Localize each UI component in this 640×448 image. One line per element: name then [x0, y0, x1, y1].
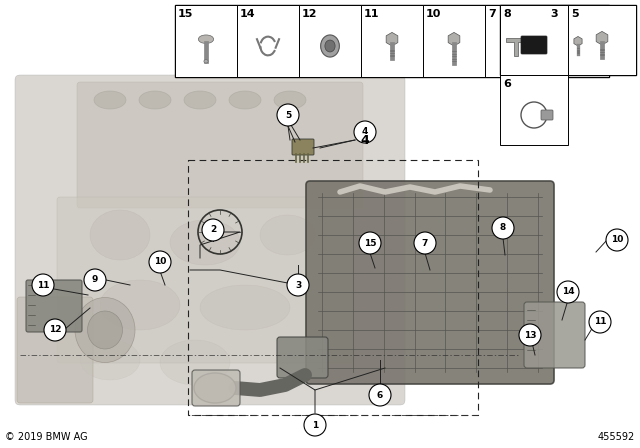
Text: 4: 4 — [362, 128, 368, 137]
Text: © 2019 BMW AG: © 2019 BMW AG — [5, 432, 88, 442]
Text: 3: 3 — [295, 280, 301, 289]
Polygon shape — [574, 36, 582, 46]
Text: 13: 13 — [524, 331, 536, 340]
Ellipse shape — [139, 91, 171, 109]
Circle shape — [44, 319, 66, 341]
Circle shape — [84, 269, 106, 291]
Text: 15: 15 — [178, 9, 193, 19]
FancyBboxPatch shape — [541, 110, 553, 120]
Text: 10: 10 — [611, 236, 623, 245]
Bar — [568, 5, 636, 75]
Bar — [485, 5, 547, 77]
Circle shape — [149, 251, 171, 273]
Text: 3: 3 — [550, 9, 557, 19]
Text: 6: 6 — [503, 79, 511, 89]
FancyBboxPatch shape — [306, 181, 554, 384]
Text: 5: 5 — [285, 111, 291, 120]
Polygon shape — [448, 32, 460, 46]
Polygon shape — [506, 38, 526, 56]
Circle shape — [414, 232, 436, 254]
Text: 15: 15 — [364, 238, 376, 247]
Circle shape — [589, 311, 611, 333]
Ellipse shape — [321, 35, 339, 57]
Ellipse shape — [75, 297, 135, 362]
Circle shape — [369, 384, 391, 406]
Ellipse shape — [274, 91, 306, 109]
FancyBboxPatch shape — [524, 302, 585, 368]
Circle shape — [492, 217, 514, 239]
Circle shape — [277, 104, 299, 126]
Text: 10: 10 — [154, 258, 166, 267]
Circle shape — [354, 121, 376, 143]
Ellipse shape — [198, 35, 214, 43]
FancyBboxPatch shape — [192, 370, 240, 406]
FancyBboxPatch shape — [521, 36, 547, 54]
Text: 4: 4 — [360, 134, 369, 146]
Text: 7: 7 — [488, 9, 496, 19]
Bar — [423, 5, 485, 77]
FancyBboxPatch shape — [17, 297, 93, 403]
Ellipse shape — [160, 340, 230, 385]
Text: 455592: 455592 — [598, 432, 635, 442]
FancyBboxPatch shape — [15, 75, 405, 405]
Text: 7: 7 — [422, 238, 428, 247]
Polygon shape — [386, 32, 398, 46]
Ellipse shape — [80, 340, 140, 380]
FancyBboxPatch shape — [26, 280, 82, 332]
FancyBboxPatch shape — [292, 139, 314, 155]
Text: 1: 1 — [312, 421, 318, 430]
Ellipse shape — [94, 91, 126, 109]
Circle shape — [287, 274, 309, 296]
Circle shape — [32, 274, 54, 296]
Text: 2: 2 — [210, 225, 216, 234]
Ellipse shape — [184, 91, 216, 109]
Bar — [175, 5, 237, 77]
Text: 14: 14 — [240, 9, 255, 19]
Text: 11: 11 — [364, 9, 380, 19]
Ellipse shape — [90, 210, 150, 260]
Text: 5: 5 — [571, 9, 579, 19]
Bar — [299, 5, 361, 77]
Ellipse shape — [229, 91, 261, 109]
Circle shape — [202, 219, 224, 241]
Bar — [361, 5, 423, 77]
Bar — [188, 160, 478, 415]
Text: 12: 12 — [49, 326, 61, 335]
Bar — [500, 5, 568, 75]
Polygon shape — [596, 31, 608, 45]
Text: 11: 11 — [36, 280, 49, 289]
Ellipse shape — [170, 220, 240, 265]
Text: 12: 12 — [302, 9, 317, 19]
Ellipse shape — [260, 215, 315, 255]
Text: 6: 6 — [377, 391, 383, 400]
Bar — [237, 5, 299, 77]
FancyBboxPatch shape — [57, 197, 353, 363]
Bar — [500, 75, 568, 145]
Text: 10: 10 — [426, 9, 442, 19]
Ellipse shape — [204, 60, 208, 63]
Ellipse shape — [88, 311, 122, 349]
Ellipse shape — [194, 373, 236, 403]
Circle shape — [557, 281, 579, 303]
Text: 11: 11 — [594, 318, 606, 327]
Bar — [500, 5, 636, 75]
FancyBboxPatch shape — [277, 337, 328, 378]
FancyBboxPatch shape — [77, 82, 363, 208]
Text: 8: 8 — [500, 224, 506, 233]
Circle shape — [606, 229, 628, 251]
Bar — [547, 5, 609, 77]
Circle shape — [359, 232, 381, 254]
Bar — [175, 5, 609, 77]
Text: 9: 9 — [92, 276, 98, 284]
Text: 14: 14 — [562, 288, 574, 297]
Ellipse shape — [100, 280, 180, 330]
Ellipse shape — [200, 285, 290, 330]
Circle shape — [304, 414, 326, 436]
Circle shape — [519, 324, 541, 346]
Text: 8: 8 — [503, 9, 511, 19]
Ellipse shape — [325, 40, 335, 52]
